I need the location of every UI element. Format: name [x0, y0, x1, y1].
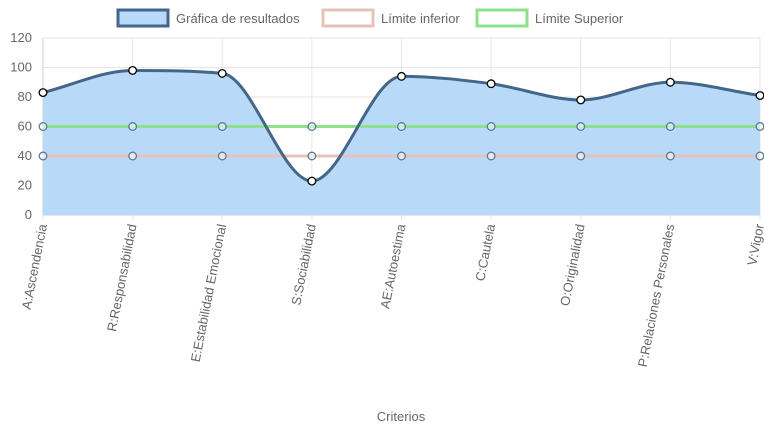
y-tick-label: 40	[18, 148, 32, 163]
data-point	[307, 151, 317, 161]
data-point	[486, 79, 496, 89]
chart-legend[interactable]: Gráfica de resultados Límite inferior Lími…	[116, 8, 624, 28]
data-point	[576, 122, 586, 131]
data-point	[755, 151, 764, 161]
chart-area-fill	[43, 70, 760, 215]
data-point	[217, 151, 227, 161]
data-point	[486, 122, 496, 131]
legend-label: Límite inferior	[381, 11, 460, 26]
data-point	[128, 65, 138, 75]
x-tick-label: AE:Autoestima	[377, 222, 408, 310]
data-point	[307, 176, 317, 186]
data-point	[755, 91, 764, 100]
x-tick-label: C:Cautela	[472, 222, 498, 282]
y-axis-tick-labels: 0 20 40 60 80 100 120	[10, 30, 32, 222]
data-point	[38, 88, 48, 98]
data-point	[38, 151, 48, 161]
legend-swatch	[116, 8, 170, 28]
data-point	[397, 151, 406, 161]
legend-item[interactable]: Gráfica de resultados	[116, 8, 300, 28]
y-tick-label: 20	[18, 178, 32, 193]
y-tick-label: 60	[18, 119, 32, 134]
data-point	[38, 122, 48, 131]
data-point	[665, 122, 675, 131]
y-tick-label: 120	[10, 30, 32, 45]
y-tick-label: 0	[25, 207, 32, 222]
x-tick-label: R:Responsabilidad	[104, 223, 140, 333]
legend-label: Gráfica de resultados	[176, 11, 300, 26]
data-point	[397, 122, 406, 131]
data-point	[665, 77, 675, 87]
data-point	[576, 151, 586, 161]
x-tick-label: S:Sociabilidad	[288, 223, 318, 307]
legend-swatch	[321, 8, 375, 28]
legend-item[interactable]: Límite inferior	[321, 8, 460, 28]
data-point	[128, 122, 138, 131]
x-axis-tick-labels: A:Ascendencia R:Responsabilidad E:Estabili…	[19, 222, 764, 368]
legend-item[interactable]: Límite Superior	[475, 8, 624, 28]
data-point	[217, 68, 227, 78]
x-tick-label: O:Originalidad	[557, 223, 588, 307]
data-point	[128, 151, 138, 161]
y-tick-label: 100	[10, 60, 32, 75]
data-point	[217, 122, 227, 131]
data-point	[486, 151, 496, 161]
series-line-0	[42, 68, 761, 183]
data-point	[307, 122, 317, 131]
data-point	[755, 122, 764, 131]
x-axis-title: Criterios	[377, 409, 426, 424]
y-tick-label: 80	[18, 89, 32, 104]
x-tick-label: P:Relaciones Personales	[635, 222, 678, 368]
data-point	[665, 151, 675, 161]
legend-label: Límite Superior	[535, 11, 624, 26]
legend-swatch	[475, 8, 529, 28]
series-area-results	[43, 70, 760, 215]
x-tick-label: V:Vigor	[744, 222, 764, 267]
x-tick-label: A:Ascendencia	[19, 222, 50, 311]
x-tick-label: E:Estabilidad Emocional	[188, 223, 229, 364]
data-point	[576, 95, 586, 105]
data-point	[397, 71, 406, 81]
chart-points	[38, 65, 764, 186]
